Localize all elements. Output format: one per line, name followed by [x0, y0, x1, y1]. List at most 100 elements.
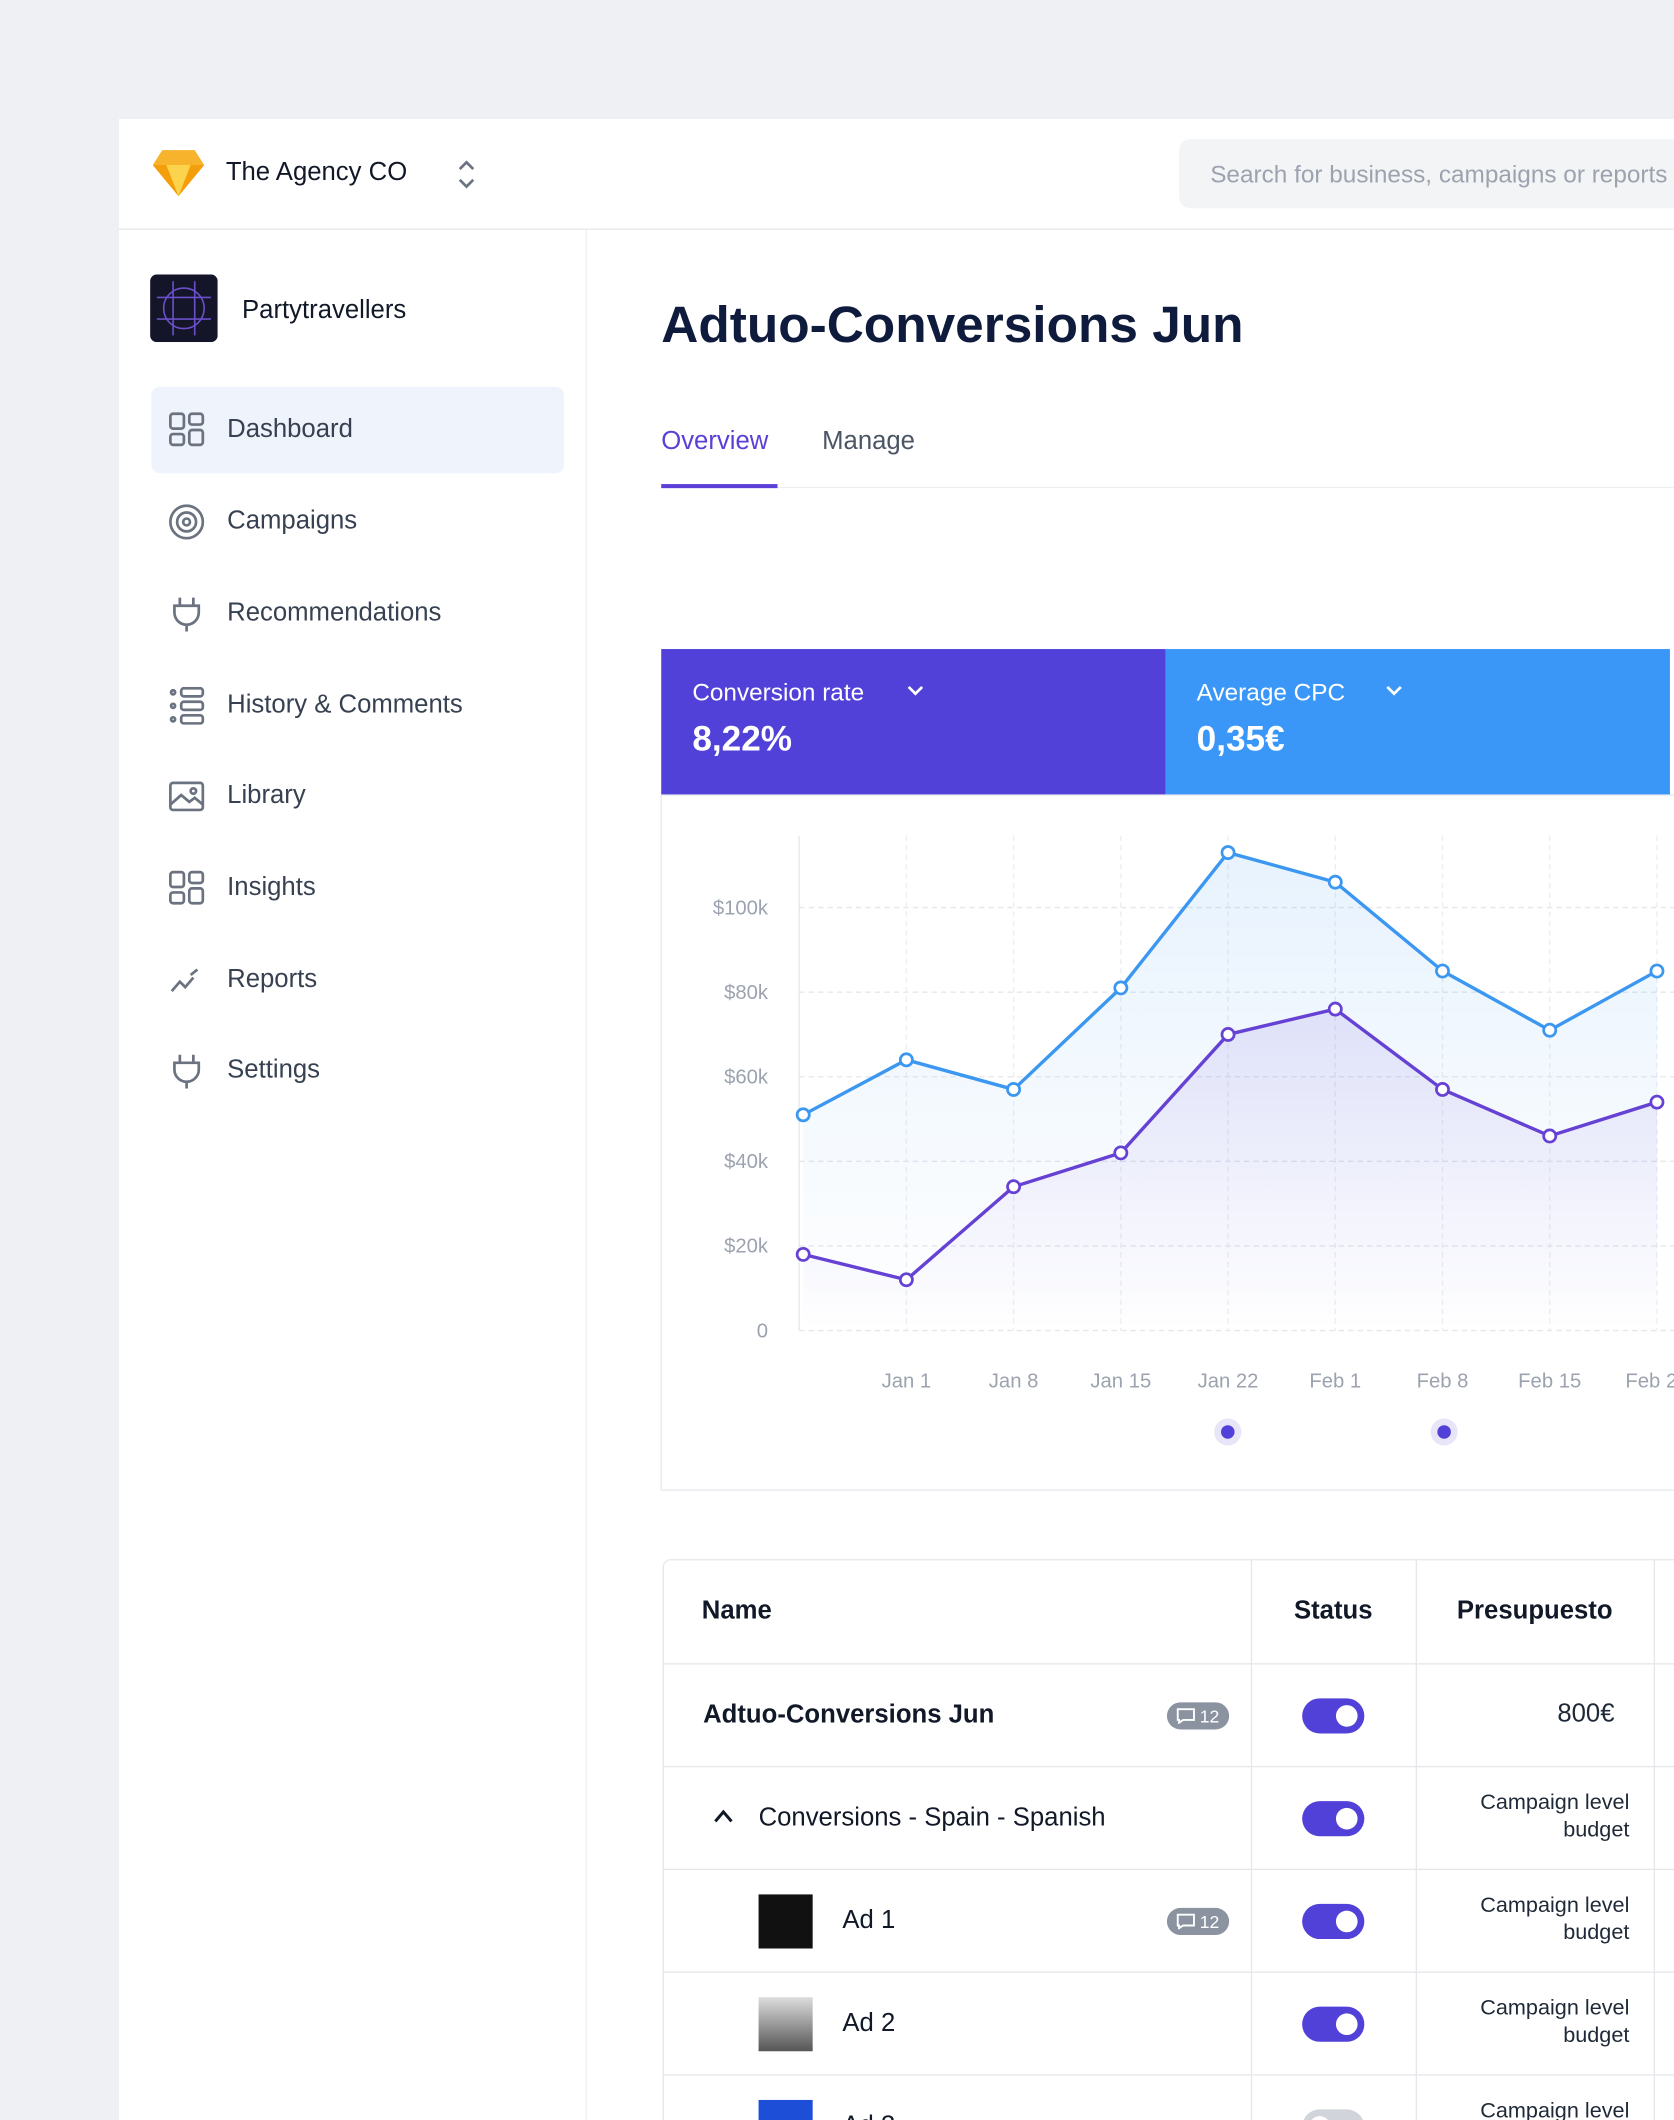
- data-point: [1220, 1027, 1236, 1042]
- comment-icon: [1177, 1708, 1196, 1725]
- nav-label: Campaigns: [227, 507, 358, 536]
- org-switch[interactable]: [456, 157, 478, 192]
- data-point: [1435, 963, 1450, 979]
- annotation-dot[interactable]: [1221, 1425, 1235, 1439]
- comment-count: 12: [1199, 1911, 1220, 1932]
- table-row[interactable]: Conversions - Spain - Spanish Campaign le…: [663, 1765, 1674, 1870]
- nav-icon: [169, 870, 205, 905]
- row-budget: 800€: [1557, 1699, 1615, 1729]
- nav-icon: [173, 597, 201, 632]
- nav-label: Library: [227, 781, 306, 810]
- status-toggle[interactable]: [1302, 2006, 1365, 2042]
- table: Name Status Presupuesto Adtuo-Conversions J…: [662, 1559, 1674, 2120]
- data-point: [1542, 1128, 1558, 1144]
- x-tick-label: Jan 1: [882, 1370, 932, 1392]
- table-row[interactable]: Ad 2 Campaign level budget: [663, 1971, 1674, 2075]
- data-point: [898, 1272, 914, 1288]
- x-tick-label: Feb 22: [1625, 1370, 1674, 1392]
- nav-label: Insights: [227, 873, 316, 902]
- data-point: [1220, 845, 1236, 861]
- status-toggle[interactable]: [1302, 1698, 1365, 1734]
- dropdown-icon: [907, 685, 924, 696]
- nav-icon: [169, 412, 205, 447]
- nav-item[interactable]: Library: [151, 753, 563, 840]
- row-budget: Campaign level budget: [1480, 2099, 1630, 2120]
- chart-frame: [660, 794, 1674, 1491]
- logo: [152, 150, 205, 197]
- x-tick-label: Jan 15: [1090, 1370, 1151, 1392]
- row-budget: Campaign level budget: [1480, 1791, 1630, 1842]
- tab-active[interactable]: Overview: [661, 427, 769, 456]
- nav-item[interactable]: Reports: [151, 937, 563, 1024]
- row-name: Conversions - Spain - Spanish: [758, 1803, 1106, 1833]
- ad-thumbnail: [758, 2099, 813, 2120]
- x-tick-label: Feb 15: [1518, 1370, 1581, 1392]
- metric-card[interactable]: Average CPC 0,35€: [1165, 649, 1670, 796]
- tab[interactable]: Manage: [822, 427, 915, 456]
- metric-label: Average CPC: [1196, 678, 1346, 706]
- y-tick-label: $80k: [724, 982, 769, 1004]
- row-name: Adtuo-Conversions Jun: [703, 1701, 995, 1730]
- metric-value: 0,35€: [1196, 718, 1285, 759]
- column-border: [1250, 1560, 1253, 2120]
- nav-icon: [169, 781, 205, 812]
- header-border: [118, 228, 1674, 230]
- nav-item[interactable]: Insights: [151, 845, 563, 932]
- nav-item[interactable]: Settings: [151, 1028, 563, 1115]
- nav-item[interactable]: Campaigns: [151, 479, 563, 566]
- dropdown-icon: [1386, 685, 1402, 696]
- y-tick-label: $60k: [724, 1067, 769, 1089]
- y-tick-label: $20k: [724, 1236, 769, 1258]
- data-point: [1006, 1179, 1022, 1195]
- x-tick-label: Jan 8: [989, 1370, 1039, 1392]
- comment-icon: [1177, 1913, 1196, 1930]
- row-budget: Campaign level budget: [1480, 1894, 1630, 1945]
- data-point: [1327, 1001, 1343, 1017]
- table-row[interactable]: Adtuo-Conversions Jun 12 800€: [663, 1663, 1674, 1767]
- data-point: [1113, 1145, 1129, 1161]
- nav-label: Dashboard: [227, 415, 353, 444]
- account-avatar: [150, 274, 218, 343]
- search-placeholder: Search for business, campaigns or report…: [1210, 160, 1668, 188]
- data-point: [1649, 963, 1665, 979]
- table-row[interactable]: Ad 3 Campaign level budget: [663, 2074, 1674, 2120]
- annotation-dot[interactable]: [1437, 1425, 1451, 1439]
- nav-item[interactable]: Dashboard: [151, 386, 564, 474]
- y-tick-label: 0: [757, 1320, 768, 1342]
- data-point: [1006, 1082, 1022, 1097]
- metric-value: 8,22%: [692, 718, 793, 759]
- table-row[interactable]: Ad 1 12 Campaign level budget: [663, 1868, 1674, 1973]
- account-name[interactable]: Partytravellers: [242, 296, 407, 325]
- toggle-knob: [1335, 2013, 1358, 2036]
- comment-badge[interactable]: 12: [1166, 1702, 1230, 1730]
- column-border: [1653, 1560, 1656, 2120]
- nav-label: Reports: [227, 965, 318, 994]
- comment-badge[interactable]: 12: [1166, 1907, 1230, 1935]
- nav-icon: [170, 968, 199, 993]
- column-header[interactable]: Name: [701, 1596, 772, 1626]
- toggle-knob: [1308, 2116, 1331, 2120]
- data-point: [1542, 1022, 1558, 1038]
- y-tick-label: $40k: [724, 1151, 769, 1173]
- nav-item[interactable]: History & Comments: [151, 663, 563, 750]
- data-point: [1435, 1082, 1450, 1097]
- status-toggle[interactable]: [1302, 2109, 1365, 2120]
- status-toggle[interactable]: [1302, 1801, 1365, 1837]
- data-point: [795, 1107, 811, 1123]
- sidebar-border: [585, 229, 587, 2120]
- status-toggle[interactable]: [1302, 1903, 1365, 1940]
- org-name[interactable]: The Agency CO: [225, 158, 408, 187]
- collapse-icon[interactable]: [713, 1808, 735, 1824]
- metric-card[interactable]: Conversion rate 8,22%: [661, 649, 1166, 796]
- column-header[interactable]: Status: [1293, 1596, 1373, 1626]
- toggle-knob: [1335, 1910, 1358, 1933]
- chart: 0 $20k $40k $60k $80k $100k Jan 1 Jan 8 Jan 15 Ja…: [660, 794, 1674, 1491]
- column-header[interactable]: Presupuesto: [1456, 1596, 1613, 1626]
- ad-thumbnail: [758, 1997, 813, 2052]
- nav-icon: [173, 1054, 201, 1089]
- search-box[interactable]: Search for business, campaigns or report…: [1179, 139, 1674, 209]
- series-area: [803, 1009, 1657, 1331]
- nav-item[interactable]: Recommendations: [151, 571, 563, 658]
